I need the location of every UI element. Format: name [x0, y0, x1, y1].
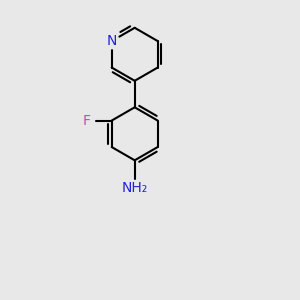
Text: F: F: [83, 114, 91, 128]
Text: N: N: [106, 34, 117, 48]
Text: NH₂: NH₂: [122, 181, 148, 195]
